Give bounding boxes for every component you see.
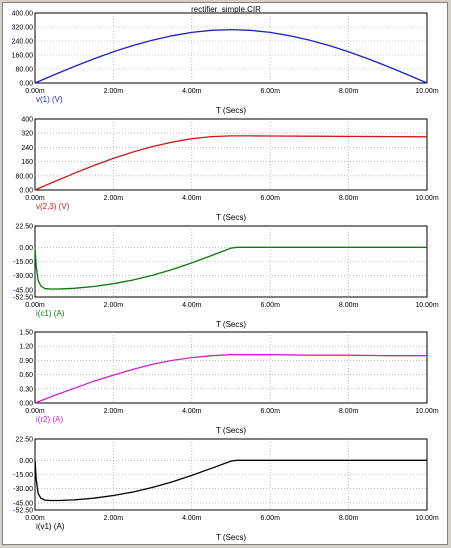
panel-1-y-tick-label: 160.00 bbox=[12, 53, 34, 60]
panel-2-x-tick-label: 2.00m bbox=[104, 195, 124, 202]
panel-2-x-axis-label: T (Secs) bbox=[216, 213, 246, 222]
panel-1-x-tick-label: 2.00m bbox=[104, 88, 124, 95]
panel-5-series-label: i(v1) (A) bbox=[36, 522, 65, 531]
panel-5-y-tick-label: -15.00 bbox=[13, 472, 33, 479]
panel-4-x-axis-label: T (Secs) bbox=[216, 426, 246, 435]
panel-2-x-tick-label: 4.00m bbox=[182, 195, 202, 202]
panel-4-y-tick-label: 0.60 bbox=[19, 372, 33, 379]
panel-3-y-tick-label: 0.00 bbox=[19, 245, 33, 252]
panel-2-x-tick-label: 10.00m bbox=[415, 195, 439, 202]
panel-3-series-label: i(c1) (A) bbox=[36, 309, 65, 318]
panel-4-x-tick-label: 2.00m bbox=[104, 408, 124, 415]
panel-2-y-tick-label: 160 bbox=[21, 159, 33, 166]
panel-3-y-tick-label: -30.00 bbox=[13, 273, 33, 280]
panel-1-x-tick-label: 0.00m bbox=[25, 88, 45, 95]
panel-4-y-tick-label: 0.00 bbox=[19, 401, 33, 408]
panel-2-y-tick-label: 320 bbox=[21, 131, 33, 138]
plot-window: rectifier_simple.CIR 0.00m 2.00m 4.00m 6.00… bbox=[2, 2, 448, 545]
panel-3-x-tick-label: 6.00m bbox=[260, 302, 280, 309]
panel-3-x-tick-label: 0.00m bbox=[25, 302, 45, 309]
chart-title: rectifier_simple.CIR bbox=[191, 5, 261, 14]
panel-3-x-tick-label: 2.00m bbox=[104, 302, 124, 309]
panel-5-x-tick-label: 0.00m bbox=[25, 515, 45, 522]
panel-4-x-tick-label: 4.00m bbox=[182, 408, 202, 415]
panel-4-y-tick-label: 1.50 bbox=[19, 330, 33, 337]
panel-1-x-tick-label: 4.00m bbox=[182, 88, 202, 95]
panel-5-x-tick-label: 4.00m bbox=[182, 515, 202, 522]
panel-5-x-tick-label: 2.00m bbox=[104, 515, 124, 522]
panel-3-y-tick-label: -15.00 bbox=[13, 259, 33, 266]
panel-1-y-tick-label: 320.00 bbox=[12, 25, 34, 32]
panel-4-y-tick-label: 0.30 bbox=[19, 386, 33, 393]
panel-2-x-tick-label: 6.00m bbox=[260, 195, 280, 202]
panel-2-x-tick-label: 8.00m bbox=[339, 195, 359, 202]
panel-5-x-tick-label: 10.00m bbox=[415, 515, 439, 522]
panel-4-y-tick-label: 0.90 bbox=[19, 358, 33, 365]
panel-5-y-tick-label: 22.50 bbox=[15, 437, 33, 444]
panel-2-series-line bbox=[34, 135, 428, 191]
panel-4-x-tick-label: 6.00m bbox=[260, 408, 280, 415]
panel-4-y-tick-label: 1.20 bbox=[19, 344, 33, 351]
panel-1-series-label: v(1) (V) bbox=[36, 95, 63, 104]
panel-5-y-tick-label: 0.00 bbox=[19, 458, 33, 465]
panel-3-y-tick-label: -52.50 bbox=[13, 295, 33, 302]
panel-4-plot-area bbox=[34, 331, 428, 404]
panel-5-x-tick-label: 8.00m bbox=[339, 515, 359, 522]
panel-3-x-axis-label: T (Secs) bbox=[216, 320, 246, 329]
chart-canvas: rectifier_simple.CIR 0.00m 2.00m 4.00m 6.00… bbox=[12, 5, 439, 542]
panel-4-x-tick-label: 10.00m bbox=[415, 408, 439, 415]
panel-4-series-line bbox=[34, 354, 427, 404]
panel-5-x-tick-label: 6.00m bbox=[260, 515, 280, 522]
panel-1-y-tick-label: 80.00 bbox=[15, 67, 33, 74]
panel-3-y-tick-label: -45.00 bbox=[13, 287, 33, 294]
panel-1-x-tick-label: 10.00m bbox=[415, 88, 439, 95]
panel-2-y-tick-label: 80.00 bbox=[15, 173, 33, 180]
panel-2-series-label: v(2,3) (V) bbox=[36, 202, 70, 211]
panel-1-y-tick-label: 240.00 bbox=[12, 39, 34, 46]
panel-5-y-tick-label: -30.00 bbox=[13, 486, 33, 493]
panel-3-x-tick-label: 8.00m bbox=[339, 302, 359, 309]
panel-1-series-line bbox=[34, 28, 428, 84]
panel-5-x-axis-label: T (Secs) bbox=[216, 533, 246, 542]
panel-5-y-tick-label: -45.00 bbox=[13, 500, 33, 507]
panel-3-y-tick-label: 22.50 bbox=[15, 224, 33, 231]
panel-3-x-tick-label: 4.00m bbox=[182, 302, 202, 309]
panel-1-x-tick-label: 8.00m bbox=[339, 88, 359, 95]
panel-1-x-tick-label: 6.00m bbox=[260, 88, 280, 95]
panel-4-series-label: i(r2) (A) bbox=[36, 415, 63, 424]
panel-2-y-tick-label: 240 bbox=[21, 145, 33, 152]
panel-2-y-tick-label: 400 bbox=[21, 117, 33, 124]
panel-1-x-axis-label: T (Secs) bbox=[216, 106, 246, 115]
panel-4-x-tick-label: 0.00m bbox=[25, 408, 45, 415]
panel-3-x-tick-label: 10.00m bbox=[415, 302, 439, 309]
panel-2-plot-area bbox=[34, 118, 428, 191]
panel-5-y-tick-label: -52.50 bbox=[13, 508, 33, 515]
panel-3-series-line bbox=[34, 246, 427, 290]
panel-1-y-tick-label: 400.00 bbox=[12, 11, 34, 18]
panel-1-plot-area bbox=[34, 12, 428, 84]
panel-1-y-tick-label: 0.00 bbox=[19, 81, 33, 88]
panel-5-series-line bbox=[34, 459, 427, 502]
panel-2-y-tick-label: 0.00 bbox=[19, 188, 33, 195]
panel-2-x-tick-label: 0.00m bbox=[25, 195, 45, 202]
panel-4-x-tick-label: 8.00m bbox=[339, 408, 359, 415]
